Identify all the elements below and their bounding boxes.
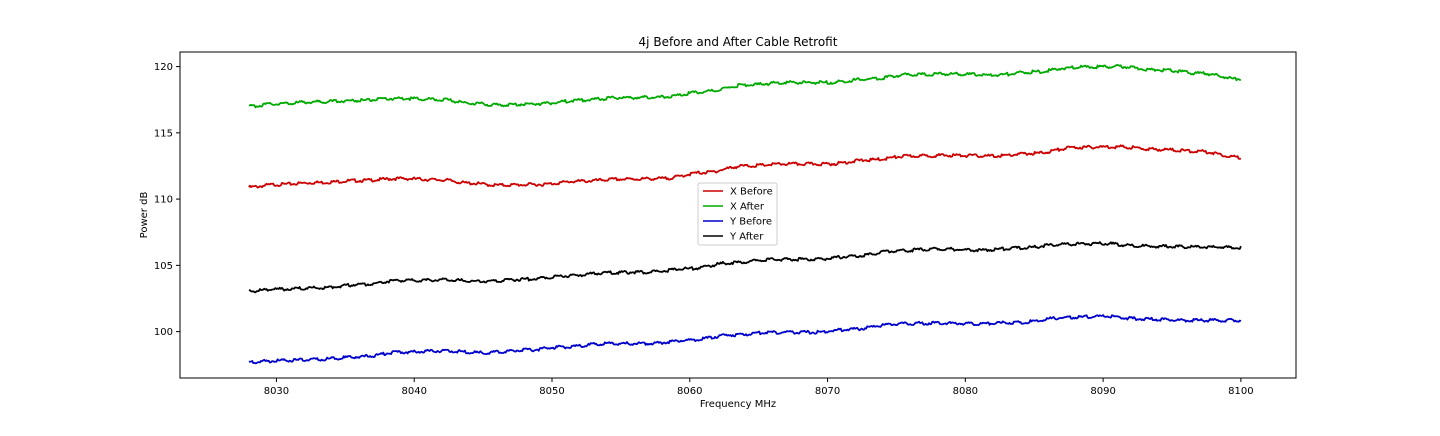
legend-label: Y After bbox=[729, 232, 764, 243]
x-tick-label: 8100 bbox=[1228, 386, 1253, 397]
x-tick-label: 8040 bbox=[401, 386, 426, 397]
y-tick-label: 120 bbox=[154, 62, 173, 73]
legend-label: X After bbox=[730, 202, 765, 213]
x-axis-ticks: 8030 8040 8050 8060 8070 8080 8090 8100 bbox=[264, 378, 1254, 397]
y-tick-label: 115 bbox=[154, 128, 173, 139]
y-tick-label: 105 bbox=[154, 261, 173, 272]
x-tick-label: 8080 bbox=[953, 386, 978, 397]
y-axis-label: Power dB bbox=[139, 192, 150, 239]
chart-title: 4j Before and After Cable Retrofit bbox=[639, 35, 838, 49]
y-axis-ticks: 100 105 110 115 120 bbox=[154, 62, 180, 338]
series-layer bbox=[248, 64, 1242, 365]
x-tick-label: 8070 bbox=[815, 386, 840, 397]
series-line-x-after bbox=[248, 64, 1241, 109]
series-line-y-after bbox=[248, 241, 1242, 294]
legend-label: X Before bbox=[730, 187, 773, 198]
legend-box bbox=[697, 182, 778, 246]
plot-frame bbox=[179, 51, 1297, 379]
x-axis-label: Frequency MHz bbox=[700, 399, 776, 410]
y-tick-label: 110 bbox=[154, 195, 173, 206]
legend-label: Y Before bbox=[729, 217, 772, 228]
x-tick-label: 8030 bbox=[264, 386, 289, 397]
y-tick-label: 100 bbox=[154, 327, 173, 338]
series-line-x-before bbox=[248, 144, 1242, 189]
x-tick-label: 8060 bbox=[677, 386, 702, 397]
legend: X Before X After Y Before Y After bbox=[697, 182, 778, 246]
x-tick-label: 8050 bbox=[539, 386, 564, 397]
series-line-y-before bbox=[248, 314, 1242, 365]
x-tick-label: 8090 bbox=[1090, 386, 1115, 397]
